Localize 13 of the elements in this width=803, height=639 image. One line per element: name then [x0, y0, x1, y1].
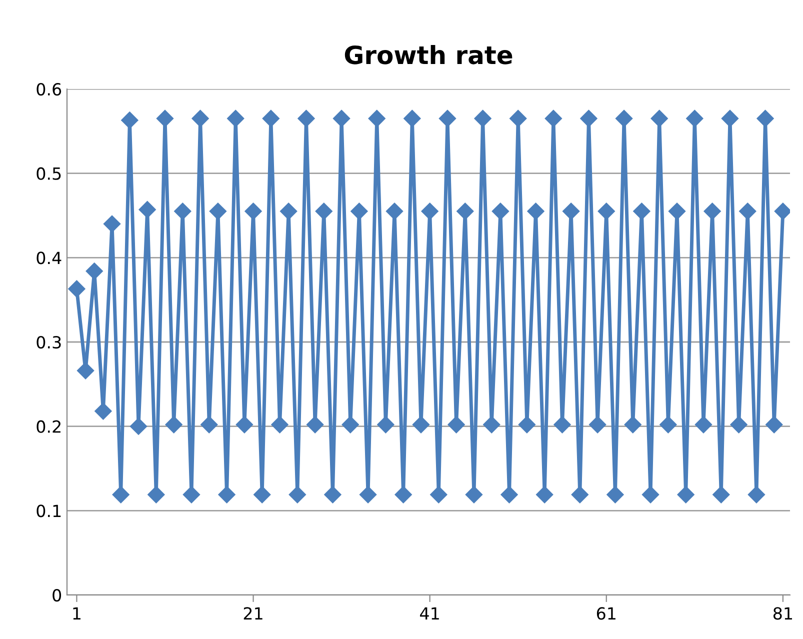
x-tick-label: 41: [420, 607, 439, 620]
x-tick-label: 1: [73, 607, 80, 620]
y-tick-label: 0.4: [36, 252, 62, 264]
x-tick-label: 21: [244, 607, 262, 620]
y-tick-label: 0.5: [36, 167, 61, 180]
y-tick-label: 0: [52, 588, 62, 602]
y-tick-label: 0.6: [36, 82, 62, 96]
y-tick-label: 0.1: [36, 504, 61, 518]
x-tick-label: 81: [773, 607, 792, 620]
y-tick-label: 0.3: [36, 336, 61, 349]
y-tick-label: 0.2: [36, 420, 60, 433]
x-tick-label: 61: [596, 607, 616, 620]
chart-title: Growth rate: [344, 45, 512, 64]
